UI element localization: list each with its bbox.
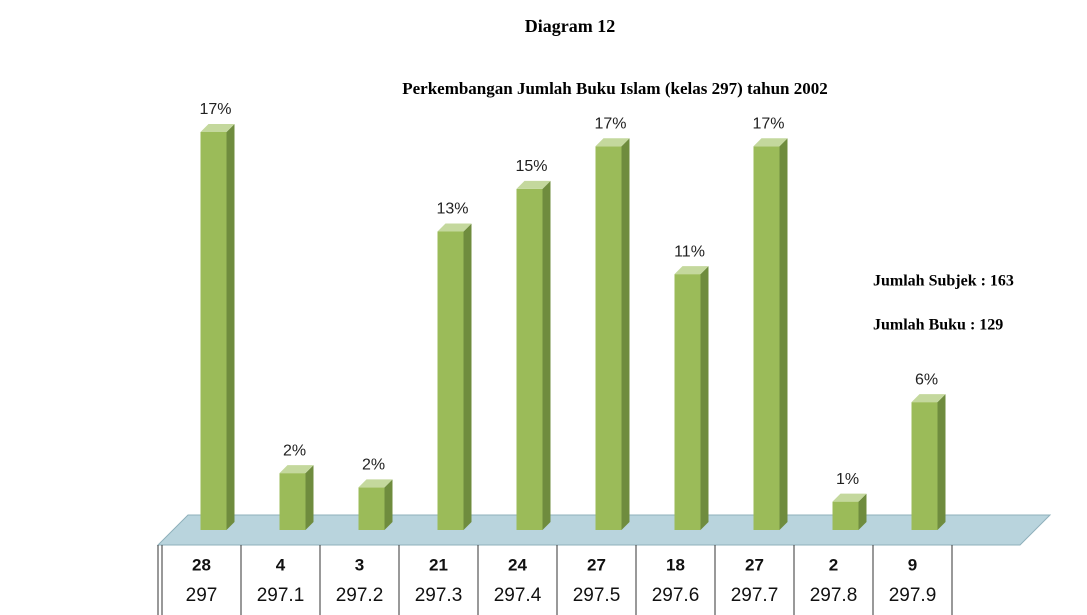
bar: [201, 124, 235, 530]
bar-side: [306, 465, 314, 530]
bar-front: [675, 274, 701, 530]
bar-front: [754, 146, 780, 530]
page: Diagram 12 Perkembangan Jumlah Buku Isla…: [0, 0, 1087, 615]
bar-front: [359, 487, 385, 530]
bar-front: [280, 473, 306, 530]
table-value: 3: [355, 555, 364, 574]
bar-front: [596, 146, 622, 530]
bar: [438, 224, 472, 531]
table-value: 24: [508, 555, 527, 574]
bar: [517, 181, 551, 530]
bar: [912, 394, 946, 530]
table-value: 27: [745, 555, 764, 574]
data-label: 15%: [515, 158, 547, 175]
x-tick-label: 297.7: [731, 585, 779, 606]
bar-front: [438, 232, 464, 531]
bar-front: [833, 502, 859, 530]
table-value: 27: [587, 555, 606, 574]
bar-front: [517, 189, 543, 530]
x-tick-label: 297.9: [889, 585, 937, 606]
annotation: Jumlah Subjek : 163: [873, 273, 1014, 290]
bar-front: [201, 132, 227, 530]
bar: [596, 138, 630, 530]
x-tick-label: 297.2: [336, 585, 384, 606]
x-tick-label: 297.5: [573, 585, 621, 606]
bar-side: [701, 266, 709, 530]
bar-side: [464, 224, 472, 531]
chart-subtitle: Perkembangan Jumlah Buku Islam (kelas 29…: [402, 79, 828, 98]
data-label: 11%: [674, 243, 705, 260]
x-tick-label: 297.1: [257, 585, 305, 606]
x-tick-label: 297.4: [494, 585, 542, 606]
bar: [675, 266, 709, 530]
bar: [754, 138, 788, 530]
data-label: 17%: [199, 101, 231, 118]
bar: [833, 494, 867, 530]
data-label: 6%: [915, 371, 938, 388]
bar-side: [780, 138, 788, 530]
data-label: 2%: [362, 457, 385, 474]
bar-side: [543, 181, 551, 530]
x-tick-label: 297.3: [415, 585, 463, 606]
x-tick-label: 297.8: [810, 585, 858, 606]
bar: [359, 479, 393, 530]
bar-side: [227, 124, 235, 530]
chart-title: Diagram 12: [525, 16, 615, 36]
table-value: 9: [908, 555, 917, 574]
bar-side: [385, 479, 393, 530]
x-tick-label: 297.6: [652, 585, 700, 606]
table-value: 21: [429, 555, 448, 574]
table-value: 2: [829, 555, 838, 574]
data-label: 17%: [594, 115, 626, 132]
table-value: 18: [666, 555, 685, 574]
bar-side: [622, 138, 630, 530]
bar: [280, 465, 314, 530]
data-label: 1%: [836, 471, 859, 488]
data-label: 2%: [283, 442, 306, 459]
chart: Diagram 12 Perkembangan Jumlah Buku Isla…: [0, 0, 1087, 615]
table-value: 4: [276, 555, 286, 574]
annotation: Jumlah Buku : 129: [873, 317, 1003, 334]
bar-front: [912, 402, 938, 530]
data-label: 17%: [752, 115, 784, 132]
data-label: 13%: [436, 201, 468, 218]
table-value: 28: [192, 555, 211, 574]
x-tick-label: 297: [186, 585, 218, 606]
bar-side: [938, 394, 946, 530]
